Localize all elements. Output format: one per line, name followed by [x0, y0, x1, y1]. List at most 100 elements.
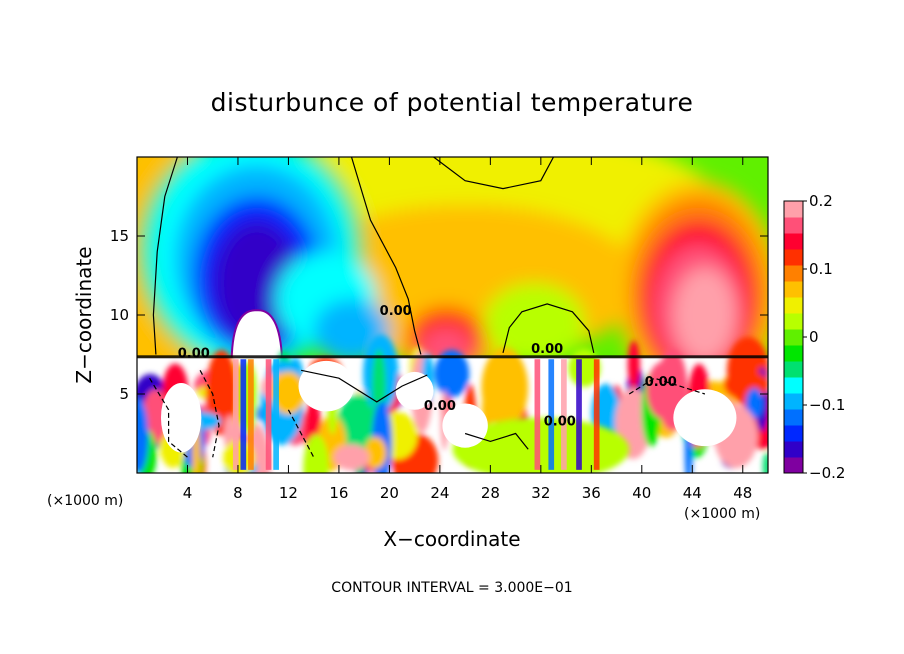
contour-label: 0.00: [531, 342, 563, 357]
x-tick-label: 16: [329, 484, 348, 502]
x-tick-label: 20: [380, 484, 399, 502]
contour-line: [433, 157, 555, 190]
cold-core-cap: [230, 309, 284, 361]
colorbar-swatch: [784, 393, 803, 410]
plot-area: 0.00 0.00 0.00 0.00 0.00 0.00: [137, 157, 768, 473]
turbulent-cell: [298, 360, 355, 412]
y-axis: 5 10 15: [110, 227, 768, 403]
colorbar-swatch: [784, 441, 803, 458]
contour-line: [350, 157, 422, 355]
turbulent-stripe: [232, 359, 239, 470]
contour-label: 0.00: [380, 304, 412, 319]
turbulent-stripe: [273, 359, 279, 470]
colorbar-swatch: [784, 297, 803, 314]
turbulent-cell: [160, 382, 202, 453]
contour-label: 0.00: [424, 399, 456, 414]
contour-line: [300, 369, 428, 403]
x-tick-label: 12: [279, 484, 298, 502]
colorbar: 0.2 0.1 0 −0.1 −0.2: [783, 192, 845, 482]
y-tick-label: 10: [110, 306, 129, 324]
y-axis-title: Z−coordinate: [72, 246, 96, 383]
turbulent-stripe: [561, 359, 567, 470]
turbulent-stripe: [248, 359, 254, 470]
contour-line: [628, 377, 706, 395]
colorbar-swatch: [784, 377, 803, 394]
x-unit-label-left: (×1000 m): [47, 493, 123, 509]
contour-lines: [149, 157, 706, 458]
turbulent-cell: [333, 444, 370, 471]
turbulent-stripe: [576, 359, 582, 470]
field-upper: [137, 157, 768, 410]
colorbar-swatch: [784, 233, 803, 250]
colorbar-swatch: [784, 265, 803, 282]
colorbar-swatch: [784, 217, 803, 234]
x-axis: 4 8 12 16 20 24 28 32 36 40 44 48: [183, 157, 752, 502]
turbulent-cell: [364, 436, 387, 469]
contour-label: 0.00: [178, 347, 210, 362]
y-tick-label: 15: [110, 227, 129, 245]
colorbar-swatch: [784, 329, 803, 346]
colorbar-label: 0.1: [809, 260, 833, 278]
colorbar-label: −0.2: [809, 464, 845, 482]
turbulent-stripe: [593, 359, 600, 470]
turbulent-stripe: [265, 359, 272, 470]
turbulent-cell: [137, 397, 149, 473]
turbulent-cell: [762, 451, 768, 473]
colorbar-swatch: [784, 457, 803, 474]
contour-line: [464, 432, 529, 450]
colorbar-swatch: [784, 313, 803, 330]
x-tick-label: 44: [683, 484, 702, 502]
y-tick-label: 5: [119, 385, 129, 403]
colorbar-label: −0.1: [809, 396, 845, 414]
turbulent-cell: [673, 389, 737, 447]
contour-label: 0.00: [645, 375, 677, 390]
x-tick-label: 48: [733, 484, 752, 502]
chart-title: disturbunce of potential temperature: [211, 88, 694, 117]
x-tick-label: 28: [481, 484, 500, 502]
x-tick-label: 32: [531, 484, 550, 502]
colorbar-swatch: [784, 281, 803, 298]
x-tick-label: 8: [233, 484, 243, 502]
x-tick-label: 36: [582, 484, 601, 502]
turbulent-cell: [646, 361, 682, 420]
turbulent-cell: [627, 340, 640, 390]
x-tick-label: 4: [183, 484, 193, 502]
turbulent-stripe: [548, 359, 555, 470]
x-axis-title: X−coordinate: [383, 527, 520, 551]
colorbar-swatch: [784, 249, 803, 266]
contour-line: [152, 157, 178, 355]
turbulent-cell: [223, 439, 255, 473]
turbulent-cell: [481, 347, 529, 429]
field-cell: [673, 267, 737, 363]
interface-line: [137, 355, 768, 359]
x-tick-label: 40: [632, 484, 651, 502]
turbulent-cell: [452, 417, 630, 473]
turbulent-stripe: [534, 359, 541, 470]
colorbar-swatch: [784, 409, 803, 426]
turbulent-cell: [434, 350, 470, 398]
turbulent-stripe: [240, 359, 247, 470]
colorbar-swatch: [784, 201, 803, 218]
turbulent-cell: [745, 387, 764, 419]
field-lower: [137, 309, 768, 473]
contour-line: [149, 377, 188, 458]
colorbar-swatch: [784, 425, 803, 442]
contour-line: [287, 409, 315, 458]
contour-labels: 0.00 0.00 0.00 0.00 0.00 0.00: [178, 304, 677, 430]
contour-line: [199, 370, 220, 458]
colorbar-label: 0.2: [809, 192, 833, 210]
turbulent-cell: [271, 371, 306, 415]
contour-interval-text: CONTOUR INTERVAL = 3.000E−01: [331, 580, 572, 596]
x-unit-label-right: (×1000 m): [684, 506, 760, 522]
turbulent-cell: [303, 434, 329, 473]
turbulent-cell: [723, 369, 768, 400]
colorbar-label: 0: [809, 328, 819, 346]
turbulent-cell: [395, 371, 434, 410]
colorbar-swatch: [784, 361, 803, 378]
colorbar-swatch: [784, 345, 803, 362]
x-tick-label: 24: [430, 484, 449, 502]
turbulent-cell: [142, 389, 169, 444]
contour-label: 0.00: [544, 415, 576, 430]
contour-line: [502, 303, 595, 354]
